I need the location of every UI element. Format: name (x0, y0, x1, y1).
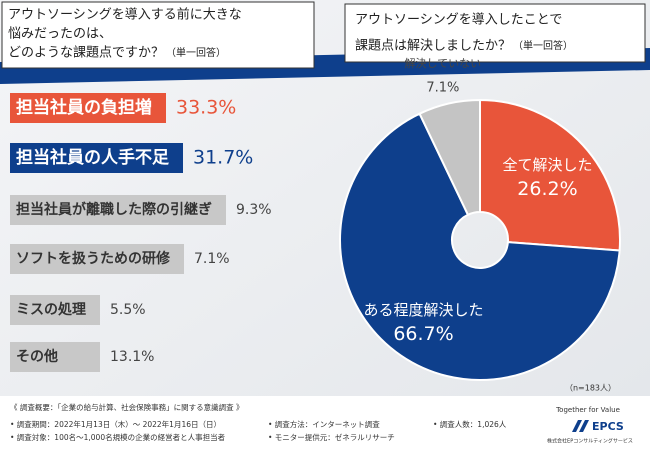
label-box (10, 244, 184, 274)
slice-value: 7.1% (426, 81, 459, 96)
right-title-box (344, 3, 646, 63)
category-label: 担当社員が離職した際の引継ぎ (16, 201, 212, 218)
title: 課題点は解決しましたか？ (355, 38, 511, 54)
title-note: （単一回答） (166, 46, 226, 59)
footer-item: • 調査期間：2022年1月13日（木）～ 2022年1月16日（日） (10, 419, 221, 429)
title-note: （単一回答） (513, 39, 573, 52)
value-label: 13.1% (110, 349, 154, 365)
slice-label: ある程度解決した (364, 301, 484, 319)
footer-item: • 調査対象：100名～1,000名規模の企業の経営者と人事担当者 (10, 432, 226, 442)
company: 株式会社EPコンサルティングサービス (547, 438, 633, 445)
slice-label: 全て解決した (502, 156, 592, 174)
title: 悩みだったのは、 (8, 27, 112, 42)
logo-mark (572, 420, 582, 432)
tagline: Together for Value (555, 406, 620, 414)
logo-mark (579, 420, 589, 432)
value-label: 9.3% (236, 202, 272, 218)
category-label: ソフトを扱うための研修 (16, 250, 171, 267)
label-box (10, 295, 100, 325)
title: アウトソーシングを導入する前に大きな (8, 7, 242, 23)
left-title-box (1, 1, 315, 69)
category-label: ミスの処理 (16, 301, 86, 318)
logo: EPCS (592, 420, 624, 433)
footer-item: • 調査人数：1,026人 (433, 419, 507, 429)
donut-slice (479, 98, 621, 252)
slice-value: 66.7% (393, 323, 453, 345)
category-label: 担当社員の負担増 (16, 97, 152, 118)
value-label: 33.3% (176, 97, 236, 119)
label-box (10, 195, 226, 225)
footer-item: • モニター提供元：ゼネラルリサーチ (268, 432, 395, 442)
slice-value: 26.2% (517, 178, 577, 200)
label-box (10, 342, 100, 372)
category-label: その他 (16, 348, 58, 365)
label-box (10, 93, 166, 123)
annotation: （n=183人） (565, 384, 616, 393)
footer-heading: 《 調査概要：「企業の給与計算、社会保険事務」に関する意識調査 》 (10, 402, 244, 412)
value-label: 31.7% (193, 147, 253, 169)
donut-slice (339, 112, 621, 381)
value-label: 5.5% (110, 302, 146, 318)
title: どのような課題点ですか？ (8, 45, 164, 61)
value-label: 7.1% (194, 251, 230, 267)
label-box (10, 143, 183, 173)
donut-slice (418, 98, 481, 217)
title: アウトソーシングを導入したことで (355, 13, 562, 28)
slice-label: 解決していない (405, 56, 482, 70)
footer-box (0, 396, 650, 450)
footer-item: • 調査方法：インターネット調査 (268, 419, 380, 429)
category-label: 担当社員の人手不足 (16, 147, 169, 168)
